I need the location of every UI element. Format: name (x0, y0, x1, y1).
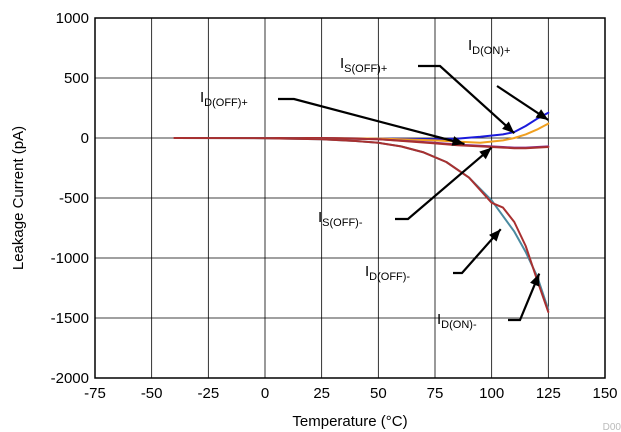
x-tick-label-6: 75 (427, 385, 444, 402)
y-tick-label-3: -500 (59, 190, 89, 207)
x-tick-label-2: -25 (197, 385, 219, 402)
annotation-arrowhead-4 (489, 229, 501, 242)
x-axis-title: Temperature (°C) (292, 413, 407, 430)
series-line-3 (173, 137, 550, 150)
y-tick-label-4: -1000 (51, 250, 89, 267)
series-line-1 (173, 122, 550, 144)
annotation-label-2: ID(OFF)+ (200, 89, 248, 109)
y-tick-labels: 1000 500 0 -500 -1000 -1500 -2000 (51, 10, 89, 387)
annotation-arrowhead-1 (502, 121, 515, 134)
annotation-leader-1 (418, 64, 516, 135)
series-group (173, 111, 550, 313)
x-tick-label-8: 125 (536, 385, 561, 402)
annotation-arrowhead-2 (451, 136, 465, 146)
x-tick-labels: -75 -50 -25 0 25 50 75 100 125 150 (84, 385, 617, 402)
annotation-leader-3 (395, 146, 493, 221)
annotation-leader-2 (278, 97, 465, 146)
y-tick-label-6: -2000 (51, 370, 89, 387)
annotation-label-5: ID(ON)- (437, 311, 477, 331)
watermark: D00 (603, 422, 621, 432)
annotation-label-1: IS(OFF)+ (340, 55, 387, 75)
x-tick-label-0: -75 (84, 385, 106, 402)
annotation-arrowhead-0 (535, 109, 549, 120)
y-tick-label-5: -1500 (51, 310, 89, 327)
x-tick-label-1: -50 (141, 385, 163, 402)
annotation-arrowhead-3 (479, 147, 492, 160)
x-tick-label-5: 50 (370, 385, 387, 402)
annotation-leader-5 (508, 273, 541, 322)
x-tick-label-4: 25 (313, 385, 330, 402)
y-tick-label-0: 1000 (56, 10, 89, 27)
y-tick-label-1: 500 (64, 70, 89, 87)
y-axis-title: Leakage Current (pA) (10, 126, 27, 270)
annotation-label-3: IS(OFF)- (318, 209, 363, 229)
y-tick-label-2: 0 (81, 130, 89, 147)
annotation-leader-4 (453, 228, 502, 275)
x-tick-label-3: 0 (261, 385, 269, 402)
annotation-arrowhead-5 (530, 273, 540, 287)
x-tick-label-9: 150 (592, 385, 617, 402)
annotation-label-0: ID(ON)+ (468, 37, 510, 57)
series-line-5 (173, 137, 550, 313)
plot-frame (94, 17, 606, 379)
annotations-group: ID(ON)+ IS(OFF)+ ID(OFF)+ IS(OFF)- ID(OFF)- I… (200, 37, 549, 331)
annotation-label-4: ID(OFF)- (365, 263, 410, 283)
x-tick-label-7: 100 (479, 385, 504, 402)
